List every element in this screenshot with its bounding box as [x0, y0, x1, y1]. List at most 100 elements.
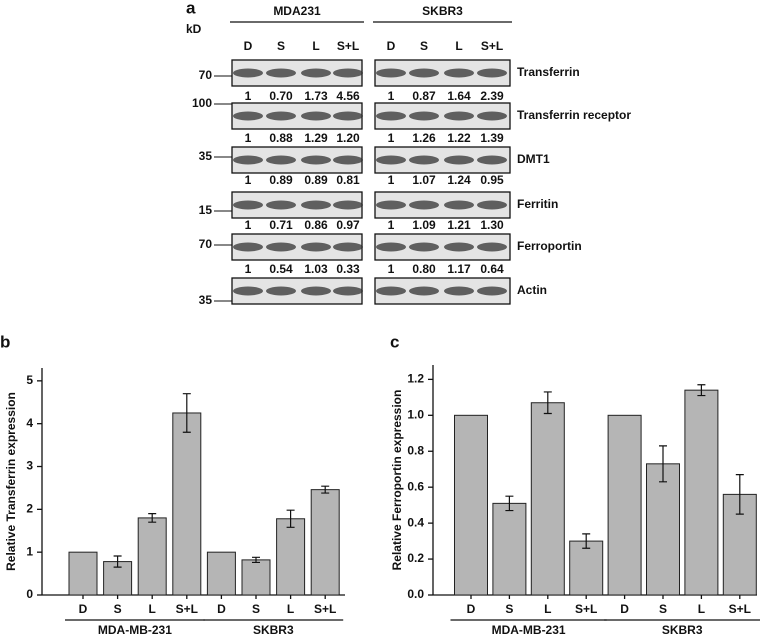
quant-label: 0.70 [269, 89, 293, 103]
panel-label: c [390, 332, 399, 351]
band [266, 286, 296, 296]
y-tick-label: 0.4 [407, 515, 424, 529]
quant-label: 0.81 [336, 173, 360, 187]
quant-label: 1.03 [304, 262, 328, 276]
x-tick-label: S+L [729, 602, 751, 616]
band [266, 200, 296, 210]
band [233, 242, 263, 252]
quant-label: 1 [388, 173, 395, 187]
lane-label: S+L [481, 39, 503, 53]
band [266, 111, 296, 121]
band [301, 242, 331, 252]
bar [530, 402, 565, 596]
band [266, 155, 296, 165]
band [409, 155, 439, 165]
quant-label: 0.88 [269, 131, 293, 145]
y-tick-label: 0.6 [407, 479, 424, 493]
bar [68, 551, 98, 596]
band [376, 68, 406, 78]
quant-label: 1 [245, 89, 252, 103]
quant-label: 1.29 [304, 131, 328, 145]
quant-label: 1.26 [412, 131, 436, 145]
band [477, 111, 507, 121]
quant-label: 1.22 [447, 131, 471, 145]
quant-label: 1 [245, 262, 252, 276]
quant-label: 0.71 [269, 218, 293, 232]
quant-label: 1 [388, 218, 395, 232]
band [376, 286, 406, 296]
band [301, 286, 331, 296]
quant-label: 0.89 [304, 173, 328, 187]
bar [607, 414, 642, 596]
x-tick-label: L [287, 602, 294, 616]
band [376, 155, 406, 165]
protein-label: Ferroportin [517, 239, 582, 253]
band [376, 200, 406, 210]
error-bar [286, 509, 295, 528]
quant-label: 2.39 [480, 89, 504, 103]
band [233, 200, 263, 210]
quant-label: 0.87 [412, 89, 436, 103]
x-tick-label: L [544, 602, 551, 616]
y-tick-label: 1 [26, 544, 33, 558]
protein-label: Transferrin [517, 65, 580, 79]
y-tick-label: 5 [26, 373, 33, 387]
quant-label: 1.64 [447, 89, 471, 103]
y-axis-label: Relative Ferroportin expression [390, 390, 404, 571]
quant-label: 1.17 [447, 262, 471, 276]
quant-label: 4.56 [336, 89, 360, 103]
band [333, 200, 363, 210]
protein-label: Actin [517, 283, 547, 297]
error-bar [252, 556, 260, 564]
x-tick-label: D [467, 602, 476, 616]
x-tick-label: S+L [176, 602, 198, 616]
quant-label: 1 [245, 131, 252, 145]
band [301, 111, 331, 121]
quant-label: 1.73 [304, 89, 328, 103]
band [333, 68, 363, 78]
bar [684, 389, 719, 596]
bar [137, 517, 167, 596]
x-tick-label: L [698, 602, 705, 616]
protein-label: DMT1 [517, 152, 550, 166]
error-bar [659, 445, 667, 483]
band [333, 286, 363, 296]
quant-label: 1.21 [447, 218, 471, 232]
error-bar [543, 391, 552, 415]
band [333, 242, 363, 252]
marker-label: 35 [199, 149, 213, 163]
marker-label: 35 [199, 293, 213, 307]
group-label: SKBR3 [253, 623, 294, 637]
x-tick-label: S [114, 602, 122, 616]
quant-label: 1 [388, 262, 395, 276]
band [444, 111, 474, 121]
band [409, 68, 439, 78]
quant-label: 1 [388, 89, 395, 103]
group-label: MDA-MB-231 [98, 623, 172, 637]
bar [172, 412, 202, 596]
band [233, 155, 263, 165]
error-bar [697, 384, 706, 397]
quant-label: 1.20 [336, 131, 360, 145]
band [376, 111, 406, 121]
band [477, 242, 507, 252]
band [301, 200, 331, 210]
band [266, 242, 296, 252]
band [301, 155, 331, 165]
band [444, 286, 474, 296]
band [266, 68, 296, 78]
error-bar [182, 393, 191, 433]
band [409, 242, 439, 252]
protein-label: Ferritin [517, 197, 558, 211]
lane-label: D [244, 39, 253, 53]
band [233, 286, 263, 296]
quant-label: 1 [388, 131, 395, 145]
band [477, 68, 507, 78]
group-label: MDA-MB-231 [492, 623, 566, 637]
band [477, 155, 507, 165]
lane-label: L [312, 39, 319, 53]
group-label: SKBR3 [422, 4, 463, 18]
band [444, 200, 474, 210]
